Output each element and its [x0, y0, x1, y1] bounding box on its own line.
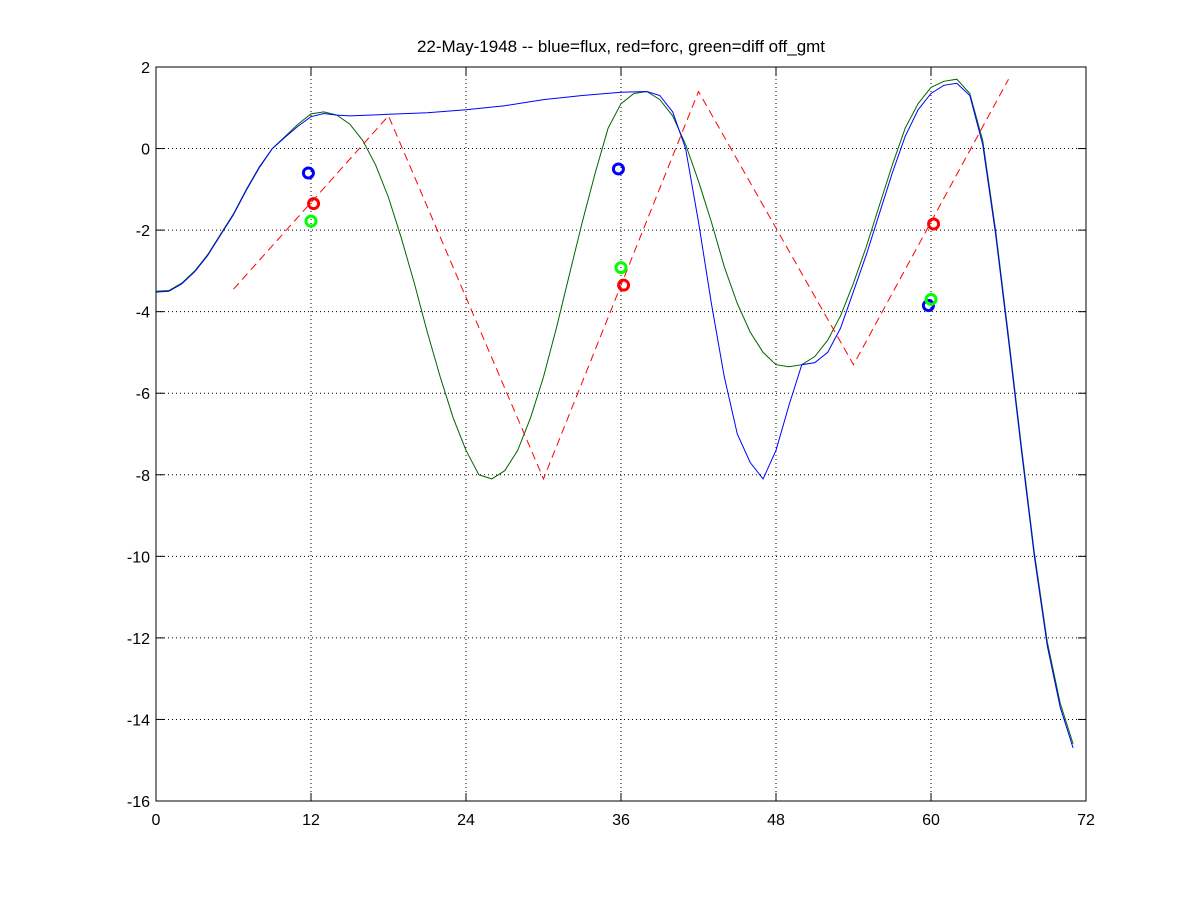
marker-point [611, 162, 625, 176]
marker-point [617, 278, 631, 292]
marker-point [301, 166, 315, 180]
y-tick-label: -14 [127, 712, 150, 729]
y-tick-label: -6 [136, 386, 150, 403]
series-lines [155, 78, 1074, 749]
marker-point [304, 214, 318, 228]
x-tick-label: 0 [152, 812, 161, 829]
series-markers [301, 162, 941, 313]
x-tick-label: 60 [922, 812, 940, 829]
marker-point [614, 261, 628, 275]
x-tick-label: 12 [302, 812, 320, 829]
y-tick-label: 2 [141, 60, 150, 77]
chart-title: 22-May-1948 -- blue=flux, red=forc, gree… [417, 37, 825, 56]
y-tick-label: -16 [127, 794, 150, 811]
y-tick-label: -8 [136, 468, 150, 485]
y-tick-label: 0 [141, 142, 150, 159]
marker-point [927, 217, 941, 231]
x-tick-label: 72 [1077, 812, 1095, 829]
series-line-2 [233, 78, 1009, 481]
x-tick-label: 48 [767, 812, 785, 829]
marker-point [921, 299, 935, 313]
y-tick-label: -12 [127, 631, 150, 648]
y-tick-label: -2 [136, 223, 150, 240]
axes-background [156, 67, 1086, 801]
y-tick-label: -4 [136, 305, 150, 322]
grid-lines [156, 67, 1086, 801]
x-tick-label: 24 [457, 812, 475, 829]
marker-point [924, 292, 938, 306]
series-line-1 [155, 82, 1074, 749]
series-line-0 [155, 78, 1074, 745]
axis-ticks: 0 12 24 36 48 60 72 2 0 -2 -4 -6 -8 -10 -12 -14 -16 [127, 60, 1095, 829]
x-tick-label: 36 [612, 812, 630, 829]
marker-point [307, 197, 321, 211]
y-tick-label: -10 [127, 549, 150, 566]
